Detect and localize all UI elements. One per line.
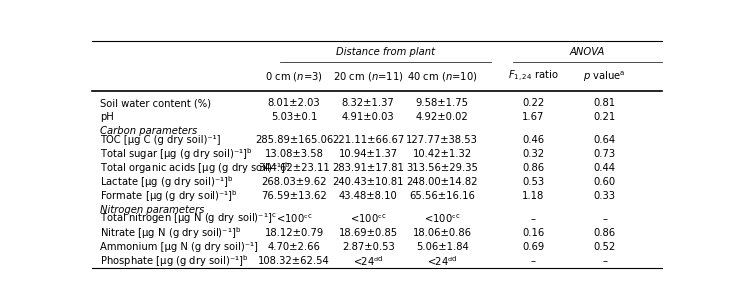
Text: <24ᵈ$^{\mathrm{d}}$: <24ᵈ$^{\mathrm{d}}$ [353, 255, 384, 268]
Text: <100ᶜ$^{\mathrm{c}}$: <100ᶜ$^{\mathrm{c}}$ [350, 213, 387, 225]
Text: <24ᵈ$^{\mathrm{d}}$: <24ᵈ$^{\mathrm{d}}$ [427, 255, 457, 268]
Text: 5.03±0.1: 5.03±0.1 [271, 112, 318, 122]
Text: Ammonium [μg N (g dry soil)⁻¹]: Ammonium [μg N (g dry soil)⁻¹] [101, 242, 258, 252]
Text: 0.52: 0.52 [593, 242, 616, 252]
Text: $p$ value$^{\mathrm{a}}$: $p$ value$^{\mathrm{a}}$ [584, 69, 625, 84]
Text: 76.59±13.62: 76.59±13.62 [261, 191, 327, 201]
Text: 4.92±0.02: 4.92±0.02 [416, 112, 469, 122]
Text: –: – [602, 214, 607, 224]
Text: 0.32: 0.32 [523, 149, 545, 159]
Text: 0.16: 0.16 [522, 228, 545, 238]
Text: 248.00±14.82: 248.00±14.82 [406, 177, 478, 187]
Text: Lactate [μg (g dry soil)⁻¹]$^{\mathrm{b}}$: Lactate [μg (g dry soil)⁻¹]$^{\mathrm{b}… [101, 174, 234, 190]
Text: Total organic acids [μg (g dry soil)⁻¹]$^{\mathrm{b}}$: Total organic acids [μg (g dry soil)⁻¹]$… [101, 160, 291, 176]
Text: 2.87±0.53: 2.87±0.53 [342, 242, 395, 252]
Text: 40 cm ($n$=10): 40 cm ($n$=10) [407, 70, 478, 83]
Text: 127.77±38.53: 127.77±38.53 [406, 135, 478, 145]
Text: Total nitrogen [μg N (g dry soil)⁻¹]$^{\mathrm{c}}$: Total nitrogen [μg N (g dry soil)⁻¹]$^{\… [101, 212, 277, 226]
Text: 8.01±2.03: 8.01±2.03 [268, 98, 320, 108]
Text: 0.21: 0.21 [593, 112, 616, 122]
Text: 0.69: 0.69 [522, 242, 545, 252]
Text: 240.43±10.81: 240.43±10.81 [332, 177, 404, 187]
Text: 20 cm ($n$=11): 20 cm ($n$=11) [333, 70, 404, 83]
Text: <100ᶜ$^{\mathrm{c}}$: <100ᶜ$^{\mathrm{c}}$ [276, 213, 312, 225]
Text: 283.91±17.81: 283.91±17.81 [332, 163, 404, 173]
Text: Distance from plant: Distance from plant [336, 47, 434, 57]
Text: ANOVA: ANOVA [570, 47, 605, 57]
Text: Nitrate [μg N (g dry soil)⁻¹]$^{\mathrm{b}}$: Nitrate [μg N (g dry soil)⁻¹]$^{\mathrm{… [101, 225, 242, 241]
Text: 0.46: 0.46 [523, 135, 545, 145]
Text: TOC [μg C (g dry soil)⁻¹]: TOC [μg C (g dry soil)⁻¹] [101, 135, 221, 145]
Text: 268.03±9.62: 268.03±9.62 [262, 177, 327, 187]
Text: 5.06±1.84: 5.06±1.84 [416, 242, 469, 252]
Text: 0.22: 0.22 [522, 98, 545, 108]
Text: 8.32±1.37: 8.32±1.37 [342, 98, 395, 108]
Text: 0.86: 0.86 [593, 228, 616, 238]
Text: Formate [μg (g dry soil)⁻¹]$^{\mathrm{b}}$: Formate [μg (g dry soil)⁻¹]$^{\mathrm{b}… [101, 188, 238, 204]
Text: 0.86: 0.86 [523, 163, 545, 173]
Text: 13.08±3.58: 13.08±3.58 [265, 149, 323, 159]
Text: Total sugar [μg (g dry soil)⁻¹]$^{\mathrm{b}}$: Total sugar [μg (g dry soil)⁻¹]$^{\mathr… [101, 146, 253, 162]
Text: –: – [602, 256, 607, 266]
Text: pH: pH [101, 112, 114, 122]
Text: 1.18: 1.18 [522, 191, 545, 201]
Text: 0.44: 0.44 [594, 163, 615, 173]
Text: Phosphate [μg (g dry soil)⁻¹]$^{\mathrm{b}}$: Phosphate [μg (g dry soil)⁻¹]$^{\mathrm{… [101, 253, 249, 269]
Text: 0.81: 0.81 [593, 98, 616, 108]
Text: 4.91±0.03: 4.91±0.03 [342, 112, 395, 122]
Text: Nitrogen parameters: Nitrogen parameters [101, 205, 205, 215]
Text: 18.12±0.79: 18.12±0.79 [265, 228, 323, 238]
Text: Carbon parameters: Carbon parameters [101, 127, 198, 137]
Text: 0.33: 0.33 [594, 191, 615, 201]
Text: Soil water content (%): Soil water content (%) [101, 98, 212, 108]
Text: 0.73: 0.73 [593, 149, 616, 159]
Text: –: – [531, 214, 536, 224]
Text: 285.89±165.06: 285.89±165.06 [255, 135, 333, 145]
Text: 344.62±23.11: 344.62±23.11 [258, 163, 330, 173]
Text: 221.11±66.67: 221.11±66.67 [332, 135, 404, 145]
Text: 9.58±1.75: 9.58±1.75 [416, 98, 469, 108]
Text: 0.64: 0.64 [593, 135, 616, 145]
Text: 108.32±62.54: 108.32±62.54 [258, 256, 330, 266]
Text: 65.56±16.16: 65.56±16.16 [409, 191, 475, 201]
Text: 10.42±1.32: 10.42±1.32 [412, 149, 472, 159]
Text: 1.67: 1.67 [522, 112, 545, 122]
Text: 10.94±1.37: 10.94±1.37 [339, 149, 398, 159]
Text: 313.56±29.35: 313.56±29.35 [406, 163, 478, 173]
Text: 0.53: 0.53 [523, 177, 545, 187]
Text: –: – [531, 256, 536, 266]
Text: <100ᶜ$^{\mathrm{c}}$: <100ᶜ$^{\mathrm{c}}$ [424, 213, 461, 225]
Text: 4.70±2.66: 4.70±2.66 [268, 242, 320, 252]
Text: 43.48±8.10: 43.48±8.10 [339, 191, 398, 201]
Text: 0.60: 0.60 [593, 177, 616, 187]
Text: $F_{1,24}$ ratio: $F_{1,24}$ ratio [508, 69, 559, 84]
Text: 0 cm ($n$=3): 0 cm ($n$=3) [265, 70, 323, 83]
Text: 18.69±0.85: 18.69±0.85 [339, 228, 398, 238]
Text: 18.06±0.86: 18.06±0.86 [412, 228, 472, 238]
